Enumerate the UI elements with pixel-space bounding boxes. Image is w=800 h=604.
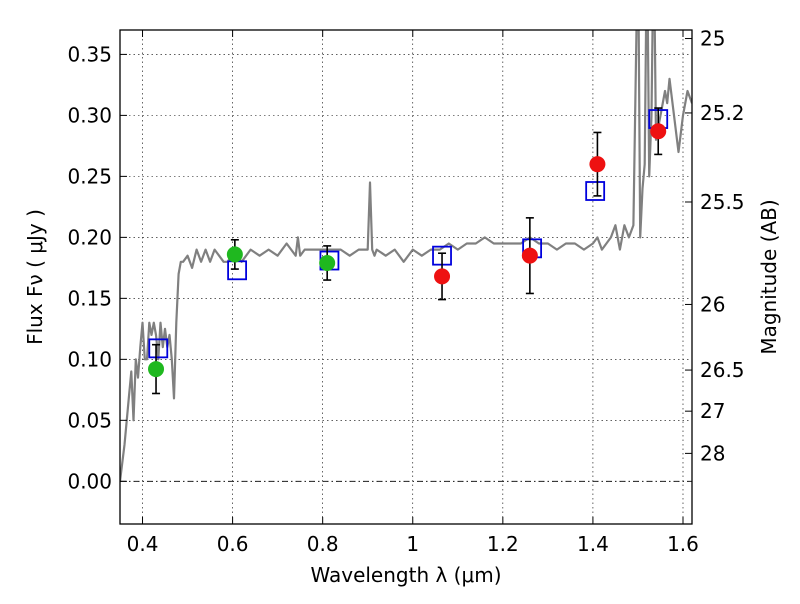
- right-tick-label: 27: [700, 399, 725, 423]
- red-data-point: [521, 247, 538, 264]
- data-points: [148, 107, 669, 395]
- x-tick-label: 0.4: [127, 532, 159, 556]
- y-axis-label: Flux Fν ( μJy ): [23, 209, 47, 345]
- red-data-point: [650, 123, 667, 140]
- right-tick-label: 26: [700, 292, 725, 316]
- model-band-square: [227, 260, 248, 281]
- x-tick-label: 0.8: [307, 532, 339, 556]
- right-tick-label: 25.5: [700, 190, 745, 214]
- y-tick-label: 0.20: [67, 225, 112, 249]
- right-tick-label: 25.2: [700, 101, 745, 125]
- plot-frame: [119, 29, 693, 525]
- y-tick-label: 0.00: [67, 469, 112, 493]
- y-tick-label: 0.25: [67, 164, 112, 188]
- right-tick-label: 28: [700, 441, 725, 465]
- x-tick-label: 1.2: [487, 532, 519, 556]
- y-tick-label: 0.15: [67, 286, 112, 310]
- model-spectrum: [120, 30, 692, 482]
- red-data-point: [434, 268, 451, 285]
- right-axis-label: Magnitude (AB): [757, 199, 781, 354]
- grid: [120, 30, 692, 524]
- model-band-square: [585, 181, 606, 201]
- green-data-point: [319, 254, 336, 271]
- right-tick-label: 26.5: [700, 358, 745, 382]
- x-tick-label: 1.6: [667, 532, 699, 556]
- axis-ticks: 0.4 0.6 0.8 1 1.2 1.4 1.6 0.00 0.05 0.10 0.15 0.20 0…: [67, 27, 744, 556]
- x-tick-label: 0.6: [217, 532, 249, 556]
- model-spectrum-line: [120, 30, 692, 482]
- y-tick-label: 0.35: [67, 42, 112, 66]
- x-axis-label: Wavelength λ (μm): [310, 563, 501, 587]
- green-data-point: [226, 246, 243, 263]
- y-tick-label: 0.10: [67, 347, 112, 371]
- right-tick-label: 25: [700, 27, 725, 51]
- green-data-point: [148, 361, 165, 378]
- y-tick-label: 0.05: [67, 408, 112, 432]
- red-data-point: [589, 156, 606, 173]
- y-tick-label: 0.30: [67, 103, 112, 127]
- x-tick-label: 1: [406, 532, 419, 556]
- model-band-square: [148, 338, 169, 359]
- x-tick-label: 1.4: [577, 532, 609, 556]
